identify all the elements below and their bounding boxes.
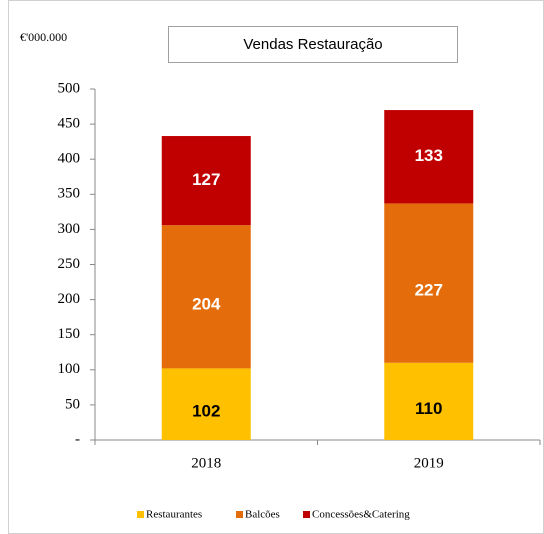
legend-label: Balcões xyxy=(245,509,280,521)
bar-segment xyxy=(161,368,251,440)
y-tick-label: 50 xyxy=(65,396,80,412)
data-label: 102 xyxy=(192,402,220,421)
y-tick-label: 250 xyxy=(58,256,81,272)
y-tick-label: 500 xyxy=(58,80,81,96)
y-tick-label: 350 xyxy=(58,186,81,202)
x-tick-label: 2018 xyxy=(191,455,221,471)
data-label: 110 xyxy=(415,399,442,418)
legend-swatch xyxy=(137,511,144,518)
chart-title: Vendas Restauração xyxy=(243,36,382,53)
bar-segment xyxy=(384,110,474,204)
data-label: 127 xyxy=(192,170,220,189)
legend-swatch xyxy=(303,511,310,518)
bar-segment xyxy=(384,203,474,363)
y-tick-label: 150 xyxy=(58,326,81,342)
data-label: 204 xyxy=(192,294,221,313)
legend-swatch xyxy=(236,511,243,518)
y-tick-label: 300 xyxy=(58,221,81,237)
data-label: 133 xyxy=(415,146,443,165)
y-tick-label: 450 xyxy=(58,116,81,132)
bar-segment xyxy=(161,136,251,226)
y-tick-label: - xyxy=(75,431,80,447)
y-tick-label: 200 xyxy=(58,291,81,307)
bar-segment xyxy=(384,362,474,440)
x-tick-label: 2019 xyxy=(414,455,444,471)
legend-label: Concessões&Catering xyxy=(312,509,410,521)
legend-label: Restaurantes xyxy=(146,509,202,521)
unit-label: €'000.000 xyxy=(20,30,67,44)
y-tick-label: 400 xyxy=(58,151,81,167)
title-box xyxy=(168,26,458,63)
data-label: 227 xyxy=(415,281,443,300)
y-tick-label: 100 xyxy=(58,361,81,377)
bar-segment xyxy=(161,225,251,369)
